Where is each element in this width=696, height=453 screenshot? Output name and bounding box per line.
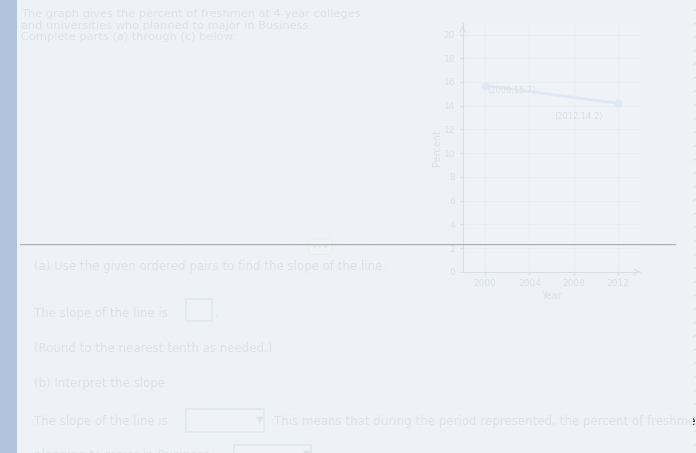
Text: The slope of the line is: The slope of the line is [34,308,168,320]
Text: (b) Interpret the slope.: (b) Interpret the slope. [34,377,169,390]
Text: (2012,14.2): (2012,14.2) [554,112,602,121]
Text: ▼: ▼ [256,415,263,425]
Text: (2000,15.7): (2000,15.7) [487,86,536,95]
Y-axis label: Percent: Percent [432,129,443,166]
Text: The slope of the line is: The slope of the line is [34,415,168,428]
Text: planning to major in Business: planning to major in Business [34,449,210,453]
Text: (Round to the nearest tenth as needed.): (Round to the nearest tenth as needed.) [34,342,273,355]
Text: The graph gives the percent of freshmen at 4-year colleges
and universities who : The graph gives the percent of freshmen … [21,9,361,42]
X-axis label: Year: Year [541,291,562,301]
Bar [187,409,264,432]
Text: ▼: ▼ [303,449,310,453]
Text: •••: ••• [311,241,329,252]
Text: This means that during the period represented, the percent of freshme: This means that during the period repres… [274,415,695,428]
Text: (a) Use the given ordered pairs to find the slope of the line.: (a) Use the given ordered pairs to find … [34,260,386,273]
Bar [234,445,311,453]
Text: .: . [214,308,219,320]
Bar [187,299,212,322]
